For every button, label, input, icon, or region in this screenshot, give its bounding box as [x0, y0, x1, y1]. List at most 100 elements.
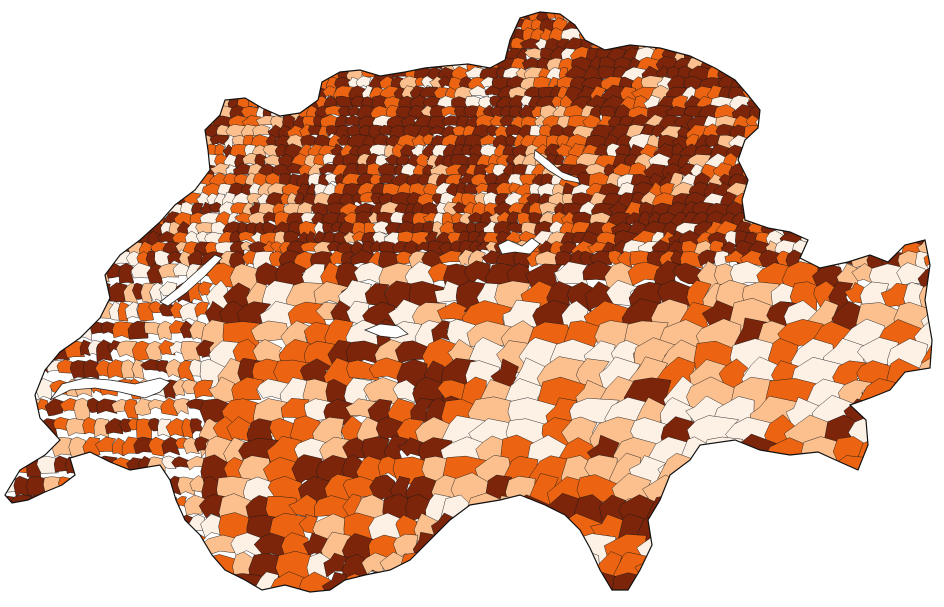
municipality-region [82, 37, 101, 50]
municipality-region [70, 0, 85, 11]
municipality-region [390, 38, 404, 53]
municipality-region [132, 173, 154, 190]
municipality-region [397, 12, 411, 14]
municipality-region [674, 570, 727, 592]
municipality-region [5, 249, 18, 268]
municipality-region [75, 262, 94, 279]
municipality-region [5, 321, 12, 338]
municipality-region [52, 320, 66, 338]
municipality-region [812, 95, 838, 113]
municipality-region [116, 573, 135, 592]
municipality-region [170, 572, 189, 592]
municipality-region [929, 37, 932, 61]
municipality-region [761, 133, 781, 153]
municipality-region [57, 573, 72, 592]
municipality-region [889, 104, 910, 126]
municipality-region [731, 27, 753, 48]
municipality-region [160, 397, 178, 417]
municipality-region [118, 105, 138, 122]
municipality-region [90, 193, 103, 207]
municipality-region [929, 514, 932, 558]
municipality-region [12, 437, 27, 452]
municipality-region [114, 475, 136, 490]
municipality-region [780, 144, 804, 163]
municipality-region [212, 66, 231, 86]
municipality-region [5, 514, 14, 538]
municipality-region [29, 173, 44, 189]
municipality-region [914, 18, 932, 36]
municipality-region [58, 17, 78, 34]
municipality-region [658, 18, 681, 45]
municipality-region [45, 153, 66, 173]
municipality-region [167, 515, 183, 532]
municipality-region [51, 37, 65, 58]
municipality-region [489, 27, 507, 47]
municipality-region [940, 165, 944, 180]
municipality-region [698, 513, 749, 544]
municipality-region [187, 553, 203, 568]
municipality-region [73, 397, 90, 421]
municipality-region [0, 593, 15, 607]
municipality-region [790, 201, 816, 218]
municipality-region [146, 192, 167, 208]
municipality-region [550, 552, 585, 583]
municipality-region [270, 19, 284, 37]
municipality-region [920, 172, 932, 189]
municipality-region [718, 534, 757, 582]
municipality-region [792, 192, 812, 215]
municipality-region [149, 86, 168, 105]
municipality-region [377, 162, 399, 176]
municipality-region [477, 18, 494, 37]
municipality-region [147, 28, 168, 41]
municipality-region [62, 57, 78, 72]
municipality-region [287, 18, 301, 37]
municipality-region [59, 222, 74, 243]
municipality-region [456, 569, 499, 592]
municipality-region [161, 106, 182, 125]
municipality-region [810, 201, 832, 226]
municipality-region [907, 172, 927, 190]
municipality-region [49, 212, 64, 223]
municipality-region [53, 76, 70, 95]
municipality-region [146, 263, 163, 284]
municipality-region [126, 222, 137, 240]
municipality-region [824, 173, 844, 194]
municipality-region [765, 193, 791, 217]
municipality-region [171, 554, 193, 575]
municipality-region [5, 105, 18, 126]
municipality-region [851, 200, 870, 222]
municipality-region [874, 125, 898, 146]
municipality-region [20, 124, 34, 138]
municipality-region [122, 12, 135, 17]
municipality-region [778, 75, 803, 96]
municipality-region [429, 12, 441, 24]
municipality-region [934, 67, 944, 85]
municipality-region [51, 263, 73, 280]
municipality-region [77, 115, 96, 131]
municipality-region [643, 590, 687, 592]
municipality-region [797, 17, 818, 33]
municipality-region [606, 591, 656, 592]
municipality-region [793, 27, 815, 46]
municipality-region [811, 230, 830, 250]
municipality-region [5, 173, 14, 186]
municipality-region [107, 37, 123, 56]
municipality-region [918, 12, 932, 17]
municipality-region [792, 183, 818, 204]
municipality-region [130, 77, 148, 97]
municipality-region [775, 56, 797, 74]
municipality-region [513, 532, 558, 579]
municipality-region [902, 202, 921, 223]
municipality-region [902, 182, 917, 209]
municipality-region [937, 125, 944, 144]
municipality-region [859, 46, 885, 64]
municipality-region [382, 18, 400, 34]
municipality-region [872, 192, 896, 210]
municipality-region [827, 455, 872, 497]
municipality-region [694, 531, 728, 569]
municipality-region [842, 85, 860, 109]
municipality-region [739, 552, 784, 585]
municipality-region [923, 437, 932, 464]
municipality-region [854, 181, 878, 202]
municipality-region [237, 66, 254, 83]
